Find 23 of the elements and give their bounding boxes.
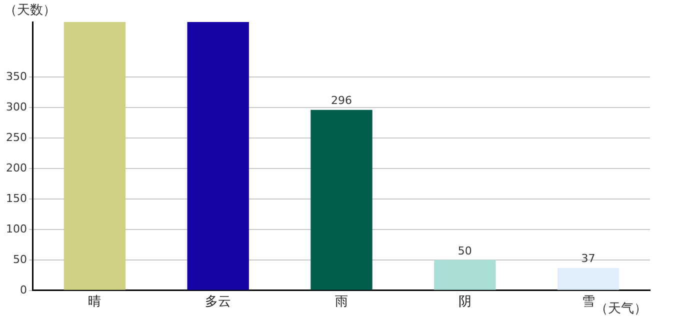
data-label: 296 [331,94,352,108]
x-tick-label: 雨 [335,294,348,310]
x-tick-label: 晴 [88,294,102,310]
x-axis-title: （天气） [595,301,647,316]
y-tick-label: 100 [6,222,27,236]
y-tick-label: 300 [6,100,27,114]
bar [434,260,496,290]
bar [557,268,620,290]
bar [187,22,249,290]
y-tick-label: 250 [6,130,27,144]
x-tick-label: 多云 [205,294,232,310]
x-tick-label: 阴 [458,294,472,310]
bar [310,110,372,290]
y-tick-label: 200 [6,161,27,174]
y-tick-label: 350 [6,70,27,83]
y-tick-label: 0 [20,283,27,296]
y-axis-title: （天数） [4,2,56,18]
y-tick-label: 50 [12,252,27,266]
y-tick-label: 150 [6,192,27,205]
x-tick-label: 雪 [582,294,595,310]
data-label: 50 [458,244,472,258]
bar [64,22,126,290]
data-label: 37 [581,252,596,266]
